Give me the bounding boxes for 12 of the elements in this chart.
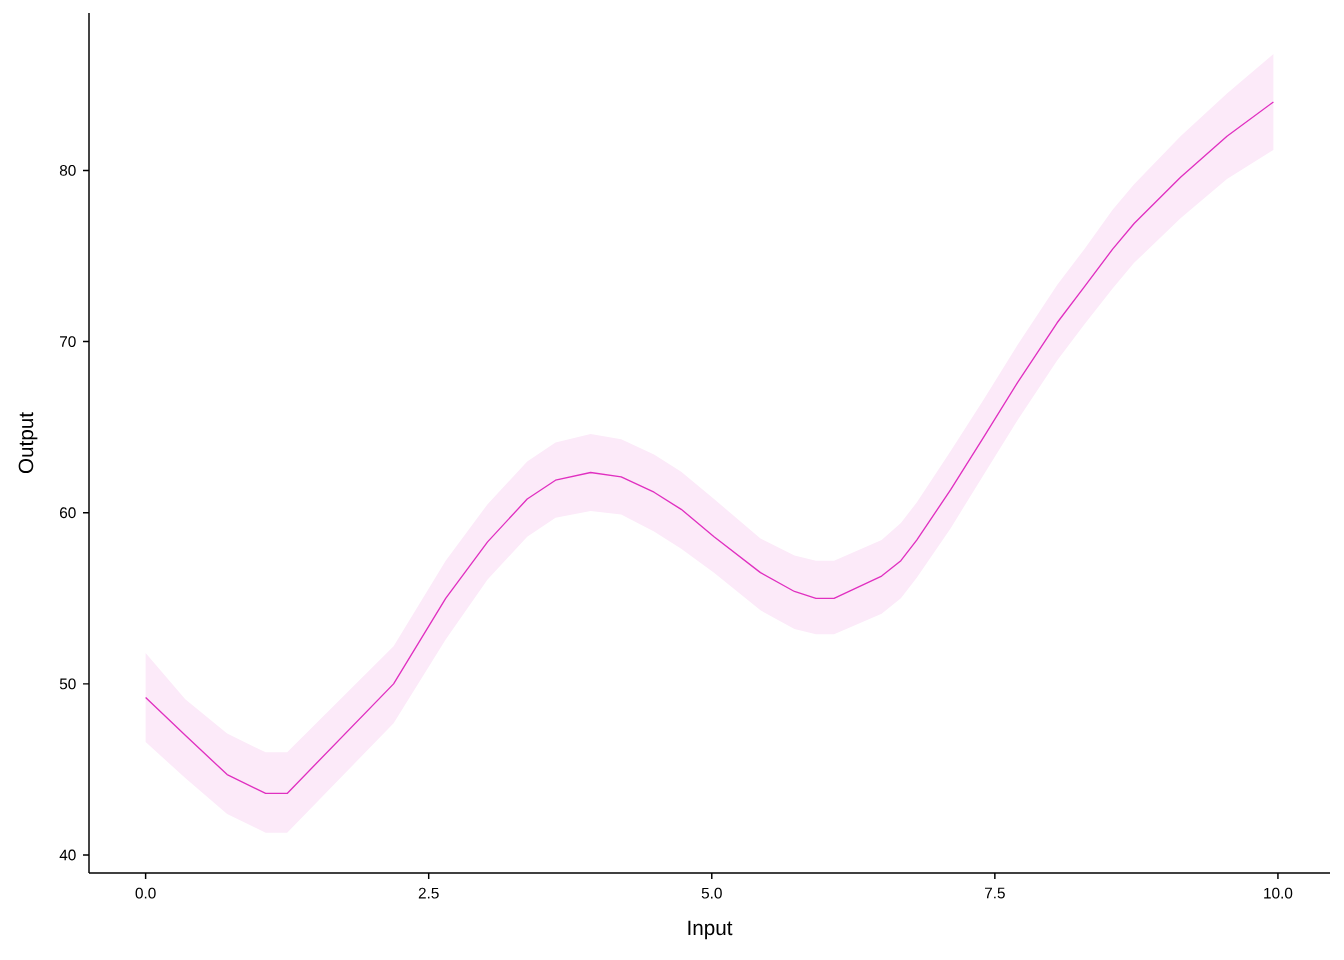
x-tick-label: 5.0 [701, 887, 722, 899]
x-tick-label: 0.0 [135, 887, 156, 899]
y-tick-label: 60 [60, 507, 76, 519]
x-tick-label: 2.5 [418, 887, 439, 899]
y-tick-label: 80 [59, 165, 76, 176]
x-tick-label: 7.5 [984, 887, 1005, 899]
y-tick-label: 40 [59, 849, 76, 861]
y-tick-label: 70 [60, 336, 76, 348]
x-tick-label: 10.0 [1264, 887, 1293, 899]
y-axis-title: Output [18, 412, 38, 474]
y-tick-label: 50 [59, 678, 76, 690]
x-axis-title: Input [688, 920, 733, 940]
